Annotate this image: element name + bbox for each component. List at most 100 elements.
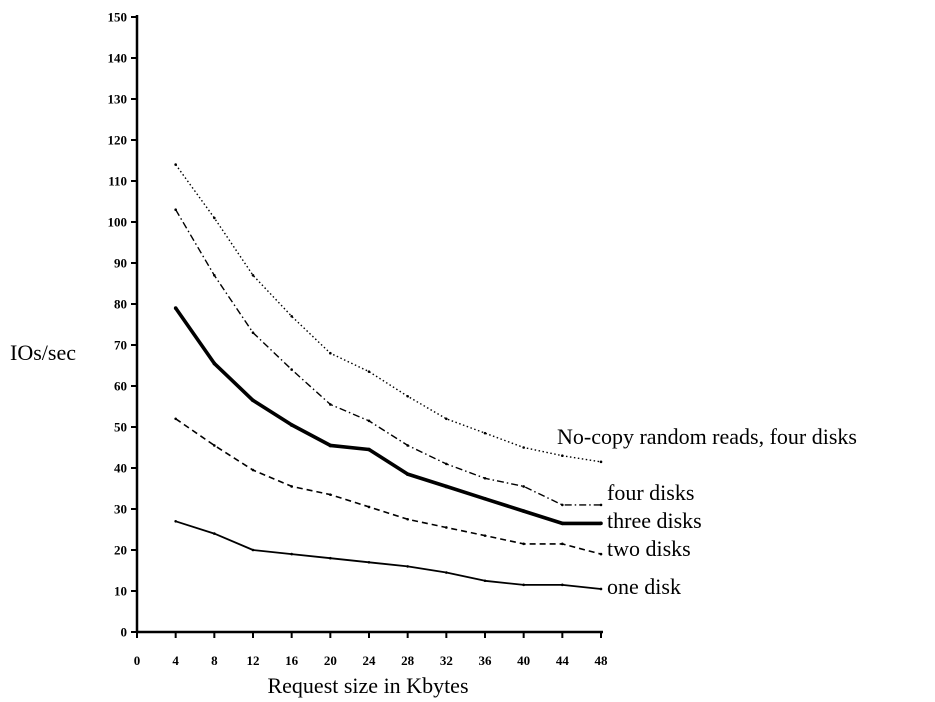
series-point-0 xyxy=(329,351,332,355)
series-point-4 xyxy=(483,579,487,583)
x-tick-label: 8 xyxy=(211,653,218,668)
y-tick-label: 140 xyxy=(108,51,128,66)
series-point-3 xyxy=(251,468,255,472)
series-point-2 xyxy=(251,398,255,403)
x-tick-label: 0 xyxy=(134,653,141,668)
x-tick-label: 40 xyxy=(517,653,530,668)
y-tick-label: 130 xyxy=(108,92,128,107)
series-line-3 xyxy=(175,418,602,555)
y-tick-label: 20 xyxy=(114,543,127,558)
x-tick-label: 16 xyxy=(285,653,299,668)
series-point-2 xyxy=(367,447,371,452)
series-point-2 xyxy=(483,496,487,501)
x-tick-label: 12 xyxy=(247,653,260,668)
series-point-2 xyxy=(173,306,178,310)
series-point-1 xyxy=(483,476,487,480)
series-point-4 xyxy=(406,565,409,568)
x-tick-label: 20 xyxy=(324,653,337,668)
series-line-4 xyxy=(175,520,602,590)
series-point-1 xyxy=(213,274,216,277)
series-point-1 xyxy=(329,403,332,406)
series-point-4 xyxy=(174,520,177,523)
x-tick-label: 28 xyxy=(401,653,415,668)
y-tick-label: 100 xyxy=(108,215,128,230)
series-point-0 xyxy=(445,417,448,421)
series-line-2 xyxy=(174,307,601,526)
series-point-4 xyxy=(329,556,332,560)
series-labels: No-copy random reads, four disks four dis… xyxy=(557,424,857,599)
series-point-3 xyxy=(406,517,409,521)
series-point-2 xyxy=(212,361,217,366)
series-point-2 xyxy=(289,423,294,427)
series-point-0 xyxy=(213,216,216,220)
x-tick-label: 4 xyxy=(172,653,179,668)
x-axis-ticks: 0 4 8 12 16 20 24 28 32 36 40 44 48 xyxy=(134,632,608,668)
series-point-3 xyxy=(445,526,448,529)
series-point-2 xyxy=(599,521,603,526)
series-point-4 xyxy=(561,583,564,587)
series-point-2 xyxy=(405,472,410,476)
y-axis-ticks: 0 10 20 30 40 50 60 70 80 90 100 110 120 130 140 150 xyxy=(108,10,137,640)
series-point-1 xyxy=(174,208,177,211)
series-point-0 xyxy=(599,460,603,464)
y-tick-label: 150 xyxy=(108,10,128,25)
y-tick-label: 40 xyxy=(114,461,127,476)
series-point-3 xyxy=(329,493,332,496)
y-tick-label: 120 xyxy=(108,133,128,148)
y-tick-label: 60 xyxy=(114,379,127,394)
series-label-2: three disks xyxy=(607,508,702,533)
y-tick-label: 90 xyxy=(114,256,127,271)
x-tick-label: 44 xyxy=(556,653,570,668)
series-line-1 xyxy=(175,209,601,506)
series-point-2 xyxy=(521,509,526,513)
series-label-4: one disk xyxy=(607,574,681,599)
x-tick-label: 48 xyxy=(595,653,609,668)
y-axis-title: IOs/sec xyxy=(10,340,76,365)
y-tick-label: 70 xyxy=(114,338,127,353)
series-lines xyxy=(173,163,603,591)
x-tick-label: 24 xyxy=(363,653,377,668)
series-point-3 xyxy=(561,542,564,546)
y-tick-label: 30 xyxy=(114,502,127,517)
series-point-1 xyxy=(561,503,564,507)
series-point-1 xyxy=(290,368,293,371)
series-point-0 xyxy=(367,370,371,373)
series-point-2 xyxy=(560,521,565,526)
series-point-3 xyxy=(290,485,293,488)
series-point-3 xyxy=(174,417,177,421)
series-point-1 xyxy=(406,444,409,447)
series-point-1 xyxy=(522,485,525,488)
series-point-0 xyxy=(406,394,409,398)
series-point-3 xyxy=(213,444,216,447)
y-tick-label: 110 xyxy=(108,174,127,189)
y-tick-label: 0 xyxy=(121,625,128,640)
series-point-1 xyxy=(251,331,255,335)
y-tick-label: 10 xyxy=(114,584,127,599)
x-tick-label: 32 xyxy=(440,653,453,668)
y-tick-label: 50 xyxy=(114,420,127,435)
series-point-1 xyxy=(445,462,448,466)
series-point-4 xyxy=(367,561,371,564)
series-point-3 xyxy=(483,534,487,537)
series-point-3 xyxy=(522,542,525,546)
series-point-0 xyxy=(174,163,177,166)
series-point-2 xyxy=(328,443,333,448)
series-point-4 xyxy=(290,552,293,556)
series-point-2 xyxy=(444,484,449,489)
x-tick-label: 36 xyxy=(479,653,493,668)
series-label-1: four disks xyxy=(607,480,694,505)
series-point-1 xyxy=(599,503,603,507)
series-label-3: two disks xyxy=(607,536,691,561)
series-point-4 xyxy=(251,548,255,552)
axes xyxy=(135,15,603,634)
x-axis-title: Request size in Kbytes xyxy=(267,673,468,698)
series-point-1 xyxy=(367,419,371,423)
series-point-3 xyxy=(367,505,371,509)
series-point-4 xyxy=(522,583,525,587)
series-point-4 xyxy=(599,587,603,591)
series-point-3 xyxy=(599,552,603,556)
series-point-4 xyxy=(445,571,448,574)
series-point-0 xyxy=(561,454,564,458)
series-point-0 xyxy=(290,315,293,318)
